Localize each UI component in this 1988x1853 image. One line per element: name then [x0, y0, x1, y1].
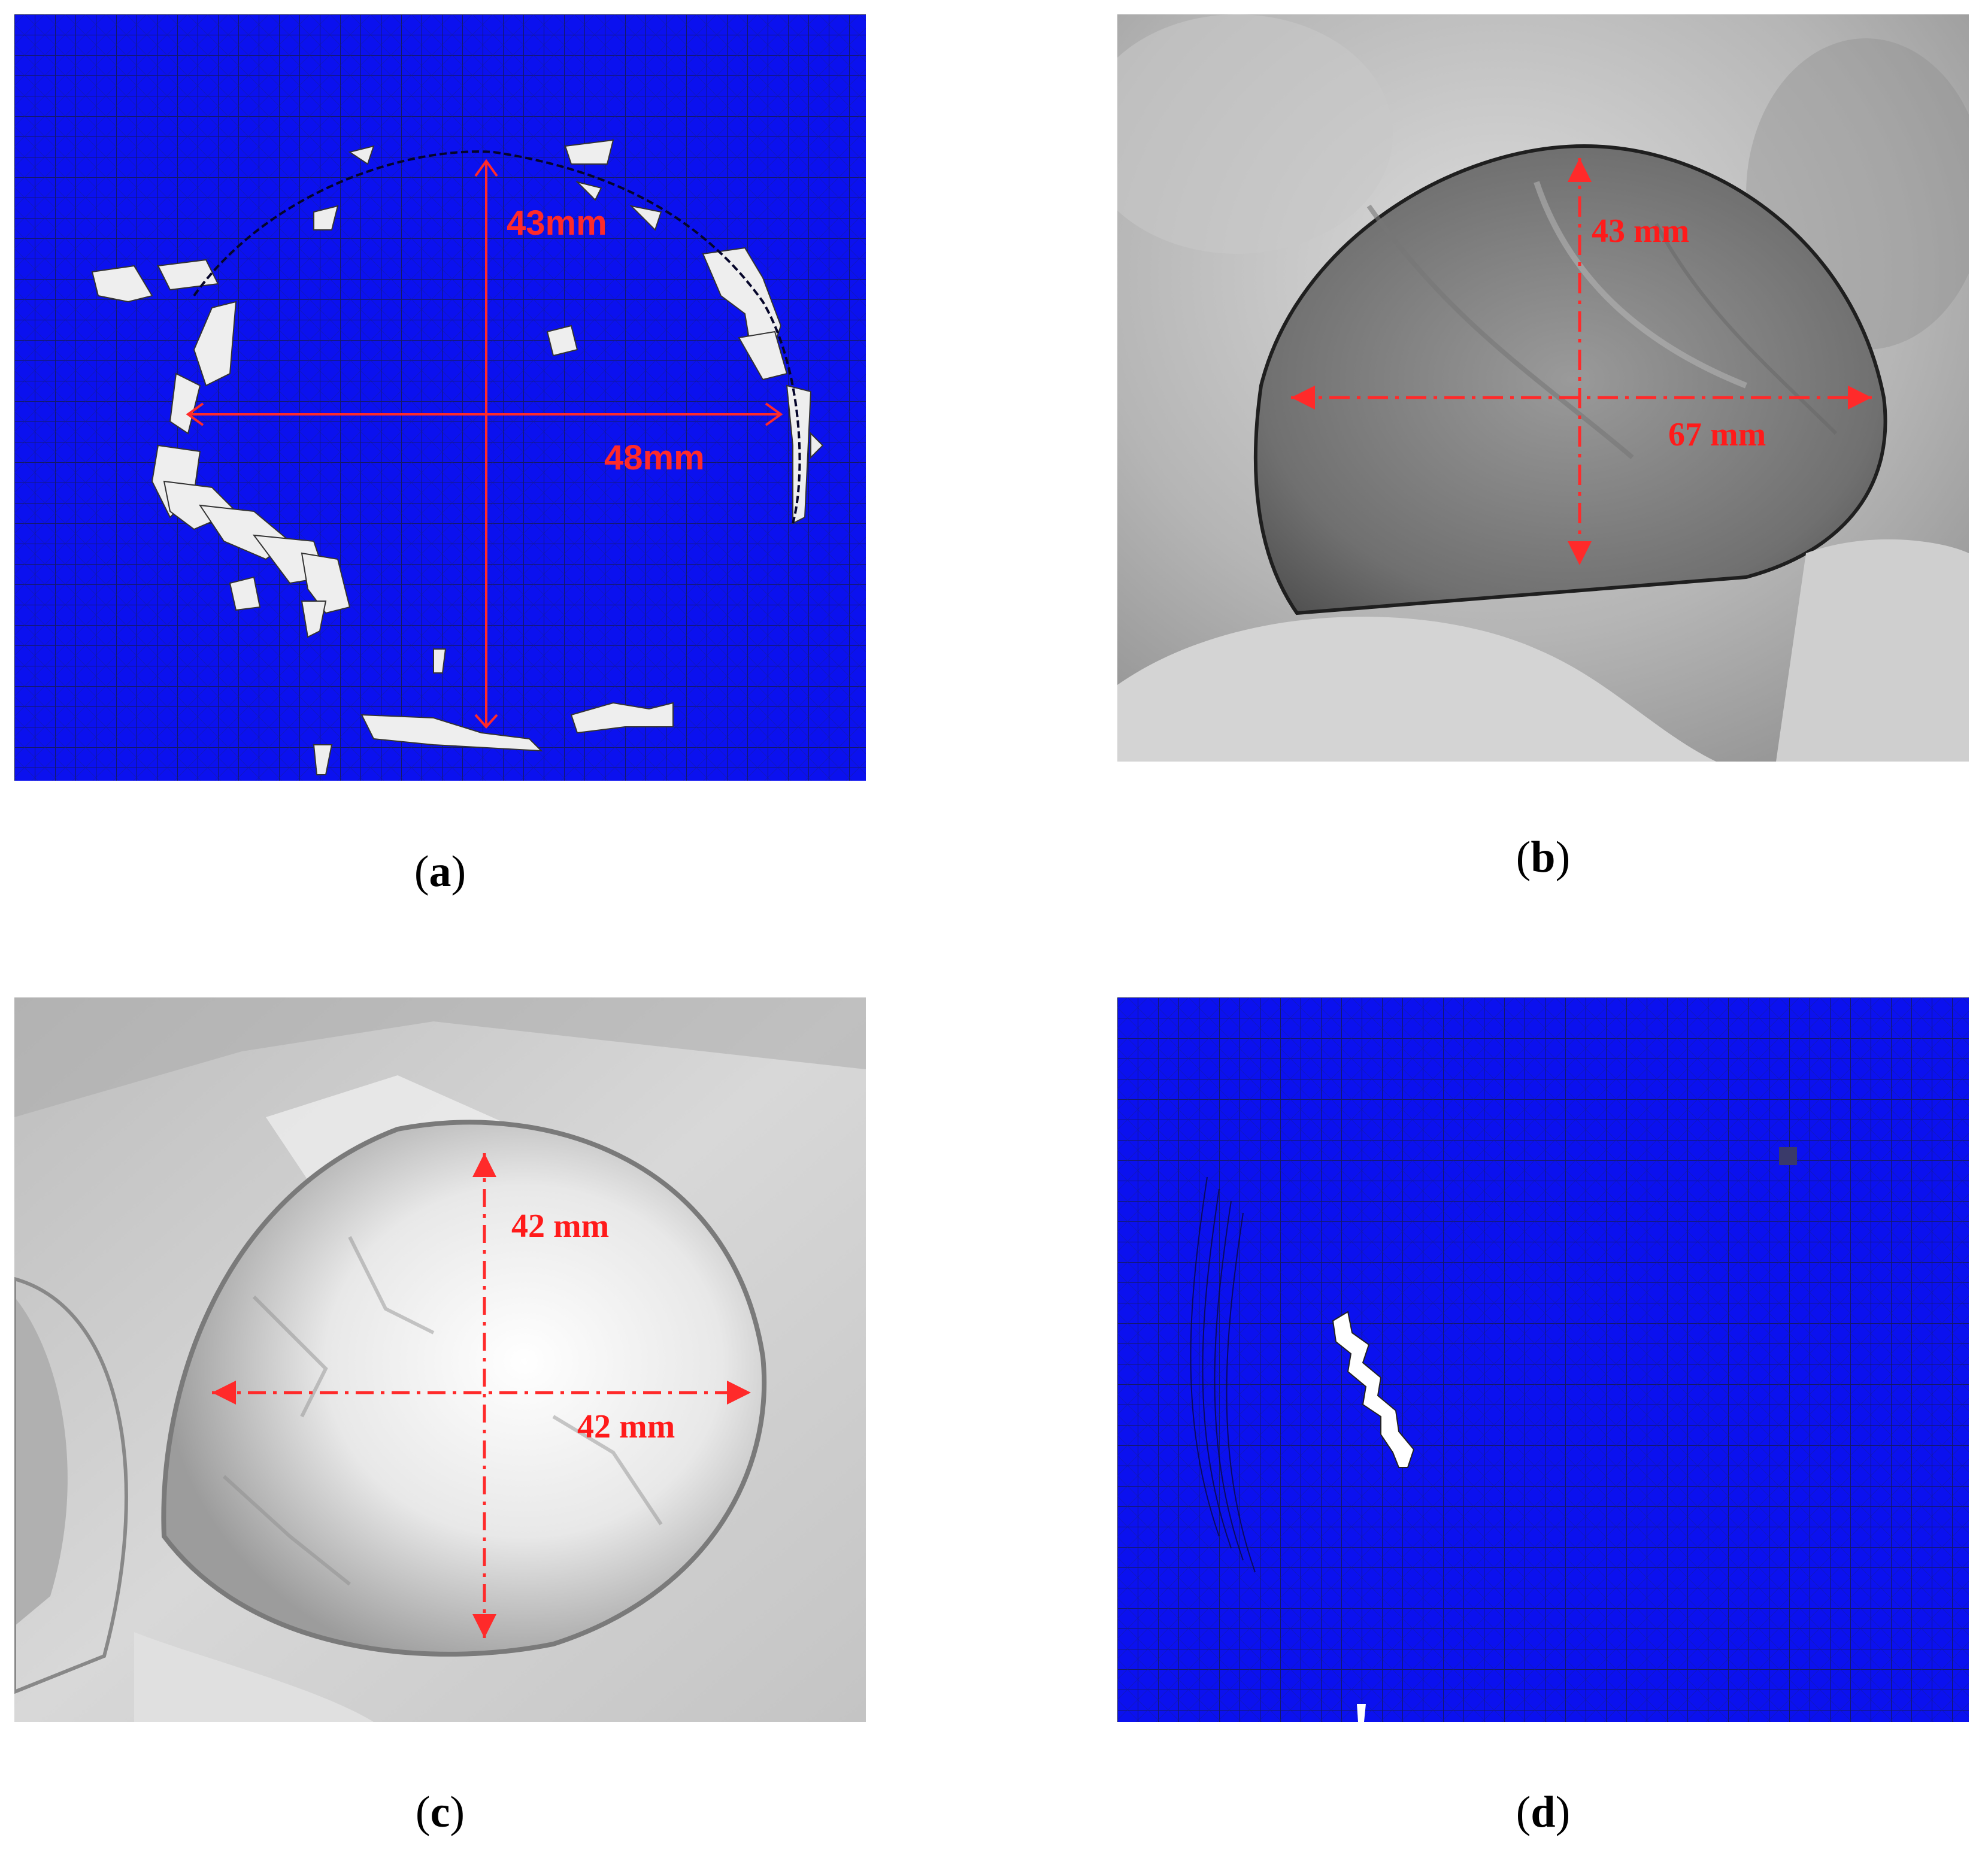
caption-close-paren: ): [450, 1788, 465, 1837]
caption-open-paren: (: [415, 1788, 431, 1837]
horizontal-label-c: 42 mm: [577, 1408, 675, 1445]
crack-fragment: [1332, 1311, 1415, 1468]
caption-b: (b): [1423, 832, 1663, 883]
photo-figure-b: 43 mm 67 mm: [1117, 14, 1969, 762]
mesh-distortion-d: [1190, 1176, 1256, 1573]
caption-a: (a): [320, 847, 560, 897]
caption-letter-a: a: [429, 847, 451, 896]
measurement-arrowheads-c: [212, 1153, 751, 1638]
caption-open-paren: (: [1516, 1788, 1531, 1837]
caption-open-paren: (: [1516, 833, 1531, 882]
caption-letter-c: c: [430, 1788, 450, 1837]
vertical-label-c: 42 mm: [511, 1208, 609, 1245]
small-fragment: [1357, 1704, 1366, 1722]
vertical-label-a: 43mm: [507, 204, 607, 242]
hole-outline: [193, 150, 801, 524]
measurement-lines-a: [186, 159, 783, 729]
caption-close-paren: ): [1555, 833, 1571, 882]
measurement-lines-c: [212, 1153, 751, 1638]
skull-model-opening: [161, 1120, 767, 1657]
horizontal-label-a: 48mm: [604, 438, 705, 477]
caption-open-paren: (: [414, 847, 429, 896]
caption-letter-b: b: [1531, 833, 1556, 882]
photo-panel-b: 43 mm 67 mm: [1117, 14, 1969, 762]
fe-mesh-panel-d: [1117, 997, 1969, 1722]
caption-letter-d: d: [1531, 1788, 1556, 1837]
caption-close-paren: ): [1555, 1788, 1571, 1837]
vertical-label-b: 43 mm: [1592, 213, 1689, 250]
measurement-lines-b: [1291, 158, 1872, 565]
fe-mesh-panel-a: 43mm 48mm: [14, 14, 866, 781]
caption-close-paren: ): [451, 847, 466, 896]
model-panel-c: 42 mm 42 mm: [14, 997, 866, 1722]
horizontal-label-b: 67 mm: [1668, 416, 1766, 453]
model-figure-c: 42 mm 42 mm: [14, 997, 866, 1722]
mesh-figure-a: 43mm 48mm: [14, 14, 866, 781]
mesh-figure-d: [1117, 997, 1969, 1722]
dark-element: [1779, 1147, 1797, 1165]
measurement-arrowheads-b: [1291, 158, 1872, 565]
fracture-fragments: [91, 139, 824, 775]
caption-c: (c): [320, 1787, 560, 1838]
caption-d: (d): [1423, 1787, 1663, 1838]
